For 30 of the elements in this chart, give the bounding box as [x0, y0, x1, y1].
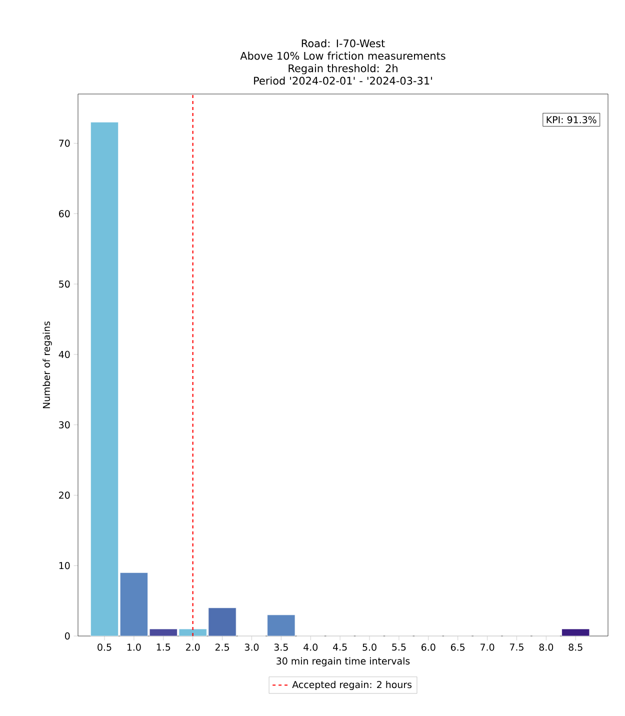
x-tick-label: 1.0: [127, 644, 141, 651]
x-tick-label: 4.0: [304, 644, 318, 651]
x-tick-label: 4.5: [333, 644, 347, 651]
x-tick-label: 5.5: [392, 644, 406, 651]
x-tick-label: 2.5: [215, 644, 229, 651]
x-tick-label: 2.0: [186, 644, 200, 651]
y-tick-label: 20: [59, 492, 70, 499]
x-tick-label: 0.5: [98, 644, 112, 651]
annotation: KPI: 91.3%: [546, 116, 596, 124]
x-tick-label: 6.0: [422, 644, 436, 651]
y-tick-label: 40: [58, 350, 70, 358]
legend-label: Accepted regain: 2 hours: [292, 680, 412, 690]
y-tick-label: 50: [59, 280, 70, 288]
y-tick-label: 30: [59, 421, 70, 428]
x-tick-label: 6.5: [450, 644, 465, 651]
chart-title: Road: I-70-West Above 10% Low friction measurements Regain threshold: 2h Period '2024-02-01' - '2024-03-31': [240, 39, 446, 85]
x-tick-label: 8.0: [539, 644, 554, 651]
x-tick-label: 3.0: [244, 644, 259, 651]
y-tick-label: 60: [59, 210, 70, 218]
y-tick-label: 0: [65, 632, 70, 640]
x-tick-label: 1.5: [156, 644, 170, 651]
x-tick-label: 7.5: [510, 644, 524, 651]
x-tick-label: 3.5: [274, 644, 288, 651]
y-tick-label: 10: [59, 562, 70, 570]
x-tick-label: 7.0: [480, 644, 494, 651]
x-tick-label: 8.5: [568, 644, 582, 651]
x-axis-title: 30 min regain time intervals: [276, 657, 410, 666]
y-axis-title: Number of regains: [42, 321, 52, 408]
x-tick-label: 5.0: [362, 644, 376, 651]
y-tick-label: 70: [59, 140, 70, 147]
